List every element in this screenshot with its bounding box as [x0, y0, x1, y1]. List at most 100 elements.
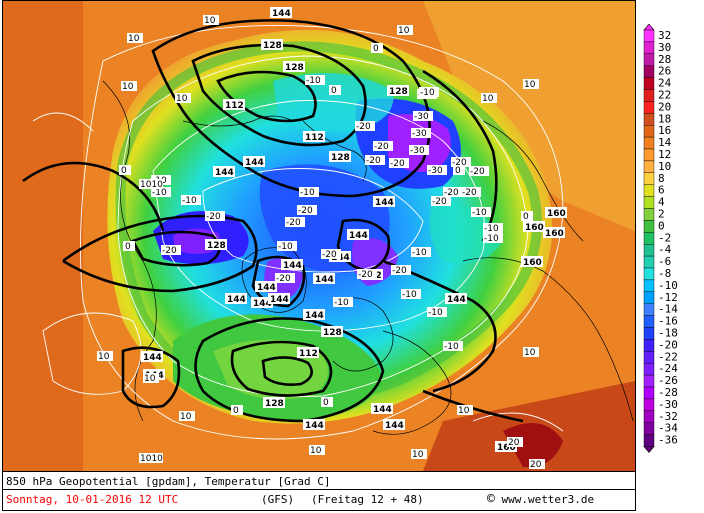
temp-label: -20	[431, 196, 451, 207]
temp-label: -20	[321, 249, 341, 260]
legend-value: 14	[658, 136, 672, 149]
legend-value: -6	[658, 255, 671, 268]
legend-swatch	[643, 303, 655, 316]
hot-spot	[503, 423, 563, 468]
label-128: 128	[321, 326, 343, 338]
legend-value: -32	[658, 410, 678, 423]
svg-text:10: 10	[98, 352, 110, 362]
temp-label: -10	[181, 195, 201, 206]
svg-text:-10: -10	[412, 248, 427, 258]
label-144: 144	[373, 196, 395, 208]
copyright-text[interactable]: www.wetter3.de	[501, 493, 595, 506]
temp-label: -10	[333, 297, 353, 308]
temp-label: 10	[309, 445, 325, 456]
label-128: 128	[261, 39, 283, 51]
temp-label: -20	[365, 155, 385, 166]
legend-swatch	[643, 148, 655, 162]
svg-text:-20: -20	[432, 197, 447, 207]
temp-label: -30	[413, 111, 433, 122]
temp-label: 0	[231, 405, 243, 416]
svg-text:-10: -10	[182, 196, 197, 206]
gpd-label: 112	[225, 101, 244, 111]
temp-label: -10	[277, 241, 297, 252]
gpd-label: 144	[253, 299, 272, 309]
svg-text:-20: -20	[162, 246, 177, 256]
gpd-label: 128	[263, 41, 282, 51]
legend-value: -2	[658, 231, 671, 244]
gpd-label: 144	[305, 311, 324, 321]
legend-swatch	[643, 124, 655, 138]
gpd-label: 128	[265, 399, 284, 409]
temp-label: -20	[205, 211, 225, 222]
color-legend: 32302826242220181614121086420-2-4-6-8-10…	[643, 24, 678, 453]
isotherms	[32, 25, 564, 440]
label-112: 112	[223, 99, 245, 111]
svg-text:-10: -10	[472, 208, 487, 218]
legend-swatch	[643, 279, 655, 292]
svg-text:-20: -20	[390, 159, 405, 169]
svg-text:-10: -10	[444, 342, 459, 352]
legend-swatch	[643, 434, 655, 447]
legend-swatch	[643, 351, 655, 364]
legend-value: -10	[658, 279, 678, 292]
gpd-label: 128	[285, 63, 304, 73]
legend-value: -28	[658, 386, 678, 399]
svg-text:-20: -20	[366, 156, 381, 166]
gpd-label: 144	[385, 421, 404, 431]
svg-text:20: 20	[508, 438, 520, 448]
cold-core-siberia-inner	[388, 114, 451, 172]
gpd-label: 144	[143, 353, 162, 363]
legend-swatch	[643, 65, 655, 78]
legend-top-arrow	[643, 24, 655, 31]
legend-swatch	[643, 101, 655, 114]
svg-text:-20: -20	[444, 188, 459, 198]
temp-label: -10	[443, 341, 463, 352]
temp-label: 10	[457, 405, 473, 416]
legend-value: 18	[658, 112, 671, 125]
label-144: 144	[383, 419, 405, 431]
legend-value: 20	[658, 100, 671, 113]
temp-label: 10	[175, 93, 191, 104]
svg-text:-10: -10	[306, 76, 321, 86]
svg-text:-30: -30	[410, 146, 425, 156]
label-144: 144	[251, 297, 273, 309]
svg-text:10: 10	[122, 82, 134, 92]
legend-swatches	[643, 24, 655, 453]
svg-text:-10: -10	[484, 234, 499, 244]
temp-label: 0	[321, 397, 333, 408]
svg-text:-20: -20	[462, 188, 477, 198]
svg-text:-20: -20	[298, 206, 313, 216]
svg-text:10: 10	[482, 94, 494, 104]
temp-label: 10	[127, 33, 143, 44]
legend-value: -30	[658, 398, 678, 411]
gpd-label: 144	[215, 168, 234, 178]
gpd-label: 160	[523, 258, 542, 268]
temp-label: 10	[397, 25, 413, 36]
gpd-label: 160	[525, 223, 544, 233]
label-144: 144	[268, 293, 290, 305]
legend-swatch	[643, 89, 655, 102]
temp-label: -10	[427, 307, 447, 318]
caption-run-info: (Freitag 12 + 48)	[311, 493, 424, 506]
label-112: 112	[303, 131, 325, 143]
legend-swatch	[643, 53, 655, 66]
temp-label: 20	[529, 459, 545, 470]
temp-label: 10	[523, 347, 539, 358]
svg-text:-20: -20	[470, 167, 485, 177]
svg-text:0: 0	[233, 406, 239, 416]
temp-label: 20	[507, 437, 523, 448]
gpd-label: 144	[227, 295, 246, 305]
svg-text:-20: -20	[276, 274, 291, 284]
label-144: 144	[313, 273, 335, 285]
gpd-label: 144	[245, 158, 264, 168]
legend-value: 30	[658, 41, 671, 54]
legend-bottom-arrow	[643, 446, 655, 453]
legend-swatch	[643, 315, 655, 328]
label-144: 144	[270, 7, 292, 19]
legend-value: -26	[658, 374, 678, 387]
svg-text:-30: -30	[414, 112, 429, 122]
temp-label: 0	[119, 165, 131, 176]
legend-value: 4	[658, 196, 665, 209]
legend-swatch	[643, 398, 655, 411]
legend-value: -14	[658, 303, 678, 316]
